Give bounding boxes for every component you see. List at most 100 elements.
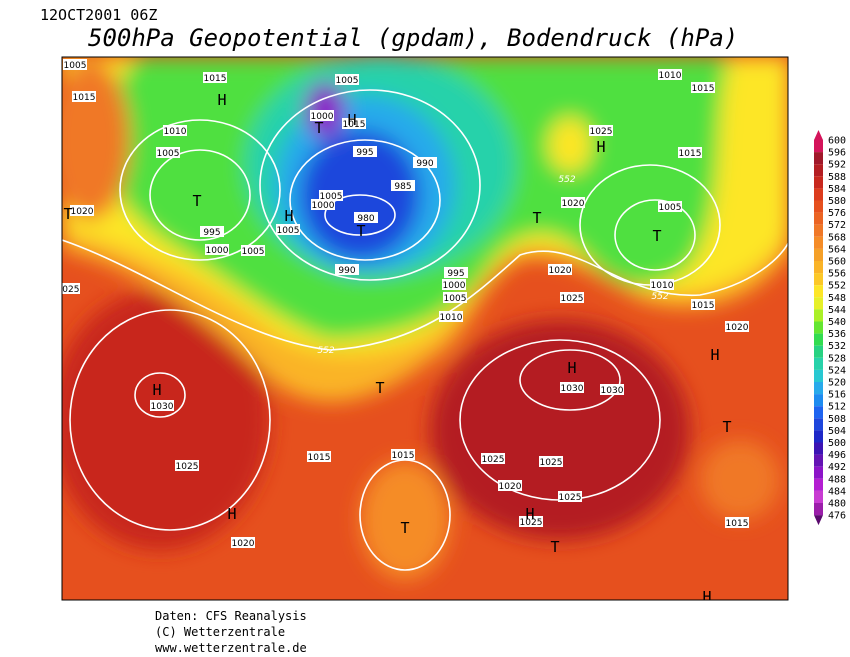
colorbar-label: 568 [828,232,846,243]
label-box [498,480,522,491]
colorbar-label: 480 [828,499,846,510]
colorbar-label: 572 [828,220,846,231]
pressure-center: H [596,138,605,156]
colorbar-swatch [814,164,823,177]
isobar-label: 1000 [311,112,334,122]
colorbar-swatch [814,236,823,249]
isobar-label: 1005 [157,149,180,159]
isobar-label: 1005 [336,76,359,86]
footer-line: www.wetterzentrale.de [155,641,307,655]
colorbar-label: 524 [828,365,846,376]
isobar-label: 1020 [71,207,94,217]
colorbar-swatch [814,152,823,165]
colorbar-swatch [814,382,823,395]
pressure-center: T [400,519,409,537]
label-box [150,400,174,411]
label-box [725,321,749,332]
isobar-label: 1015 [392,451,415,461]
colorbar-label: 588 [828,172,846,183]
isobar-label: 1015 [692,84,715,94]
label-box [276,224,300,235]
label-box [444,267,468,278]
pressure-center: T [652,227,661,245]
colorbar-swatch [814,176,823,189]
label-box [442,279,466,290]
label-box [335,74,359,85]
isobar-label: 1025 [559,493,582,503]
isobar-label: 552 [558,175,575,185]
pressure-center: H [525,505,534,523]
footer-line: (C) Wetterzentrale [155,625,285,639]
label-box [307,451,331,462]
isobar-label: 1010 [659,71,682,81]
label-box [558,491,582,502]
label-box [231,537,255,548]
colorbar-label: 528 [828,353,846,364]
isobar-label: 1015 [308,453,331,463]
label-box [72,91,96,102]
colorbar-label: 584 [828,184,846,195]
colorbar-label: 484 [828,486,846,497]
label-box [691,299,715,310]
pressure-center: H [347,111,356,129]
colorbar-label: 564 [828,244,846,255]
isobar-label: 1020 [232,539,255,549]
isobar-label: 1015 [204,74,227,84]
colorbar-swatch [814,321,823,334]
pressure-center: T [550,538,559,556]
colorbar-swatch [814,454,823,467]
colorbar: 6005965925885845805765725685645605565525… [814,130,846,526]
date: 12OCT2001 06Z [40,6,157,24]
colorbar-label: 504 [828,426,846,437]
title: 500hPa Geopotential (gpdam), Bodendruck … [88,24,738,52]
isobar-label: 1015 [73,93,96,103]
label-box [600,384,624,395]
colorbar-label: 488 [828,474,846,485]
isobar-label: 1025 [176,462,199,472]
colorbar-label: 512 [828,402,846,413]
isobar-label: 995 [447,269,464,279]
isobar-label: 1025 [561,294,584,304]
label-box [560,382,584,393]
label-box [691,82,715,93]
pressure-center: H [152,381,161,399]
label-box [391,180,415,191]
colorbar-swatch [814,285,823,298]
colorbar-swatch [814,369,823,382]
pressure-center: T [532,209,541,227]
colorbar-swatch [814,261,823,274]
pressure-center: H [284,207,293,225]
colorbar-swatch [814,394,823,407]
colorbar-label: 508 [828,414,846,425]
isobar-label: 1005 [242,247,265,257]
isobar-label: 552 [651,292,668,302]
label-box [678,147,702,158]
label-box [561,197,585,208]
colorbar-swatch [814,297,823,310]
map: 1005 1015 1015 1005 1010 1015 1000 1015 1010 1005… [62,57,788,600]
colorbar-swatch [814,333,823,346]
isobar-label: 980 [357,214,374,224]
colorbar-label: 600 [828,136,846,147]
label-box [70,205,94,216]
isobar-label: 1025 [540,458,563,468]
colorbar-swatch [814,442,823,455]
colorbar-label: 476 [828,511,846,522]
isobar-label: 1005 [277,226,300,236]
label-box [560,292,584,303]
label-box [658,201,682,212]
isobar-label: 1005 [320,192,343,202]
label-box [481,453,505,464]
isobar-label: 1010 [651,281,674,291]
colorbar-label: 540 [828,317,846,328]
colorbar-label: 592 [828,160,846,171]
colorbar-swatch [814,418,823,431]
isobar-label: 1020 [726,323,749,333]
isobar-label: 990 [416,159,433,169]
colorbar-label: 496 [828,450,846,461]
pressure-center: H [567,359,576,377]
footer-line: Daten: CFS Reanalysis [155,609,307,623]
colorbar-swatch [814,503,823,516]
colorbar-label: 552 [828,281,846,292]
isobar-label: 1020 [499,482,522,492]
